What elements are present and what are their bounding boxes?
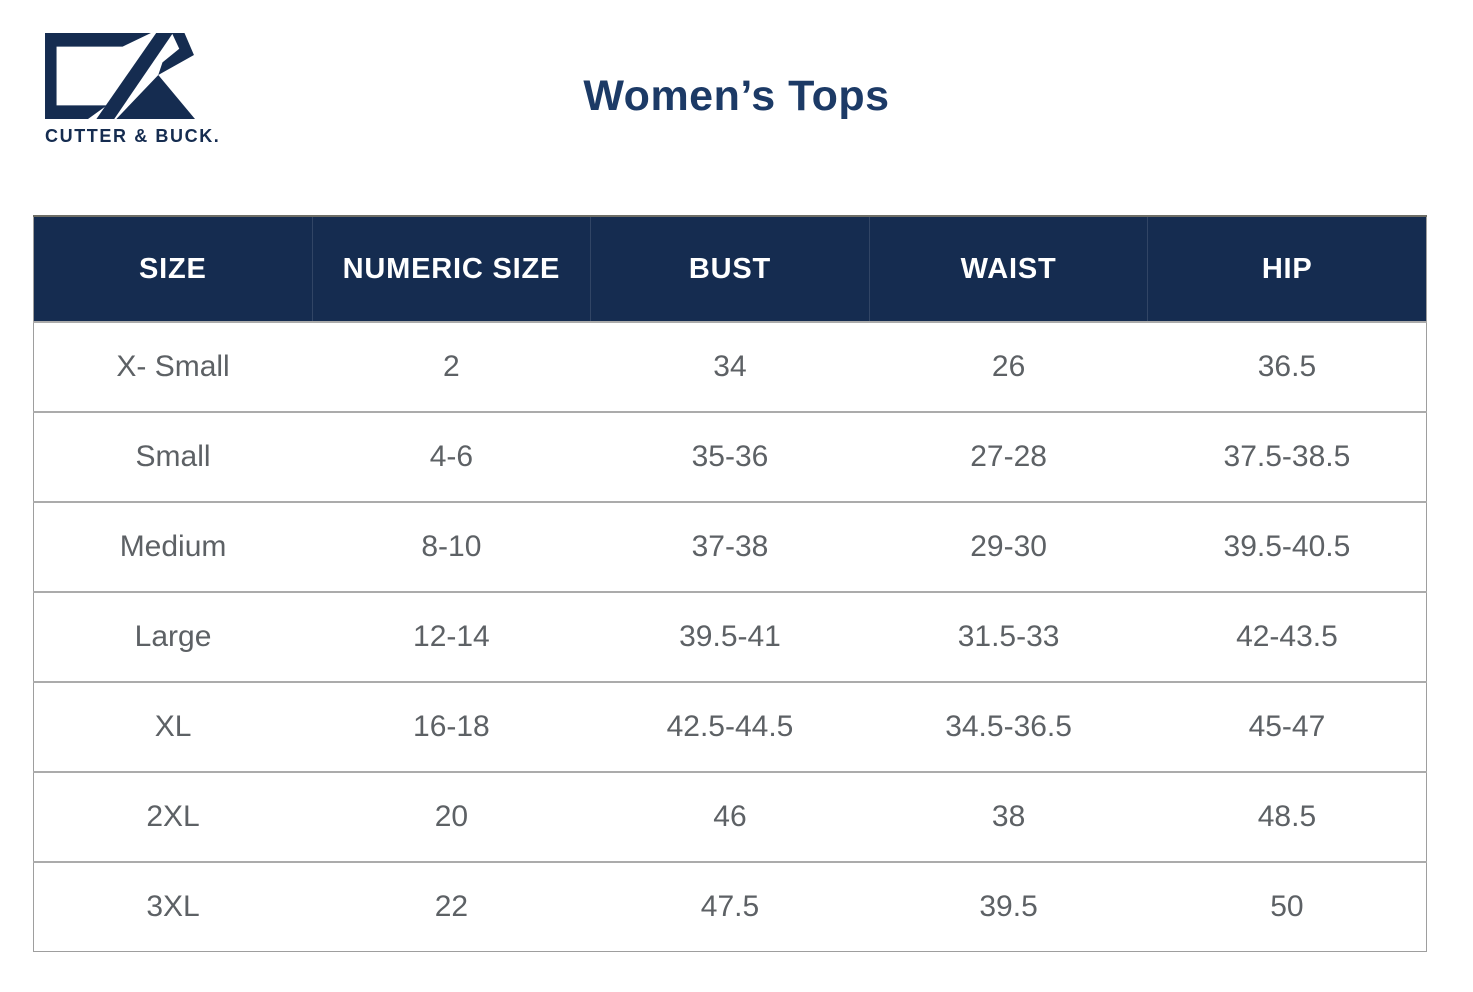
table-cell: Small: [33, 412, 313, 503]
table-cell: 22: [312, 862, 591, 952]
table-cell: 4-6: [312, 412, 591, 503]
table-cell: 37.5-38.5: [1147, 412, 1427, 503]
table-row: XL 16-18 42.5-44.5 34.5-36.5 45-47: [33, 682, 1427, 773]
table-cell: 42-43.5: [1147, 592, 1427, 683]
page-title: Women’s Tops: [583, 72, 890, 120]
table-cell: 20: [312, 772, 591, 863]
table-cell: 38: [869, 772, 1148, 863]
column-header-bust: BUST: [590, 216, 870, 323]
column-header-hip: HIP: [1147, 216, 1427, 323]
table-cell: 8-10: [312, 502, 591, 593]
table-row: X- Small 2 34 26 36.5: [33, 322, 1427, 413]
table-cell: 46: [590, 772, 870, 863]
table-cell: 12-14: [312, 592, 591, 683]
table-cell: 34: [590, 322, 870, 413]
brand-logo: CUTTER & BUCK.: [45, 33, 221, 147]
table-cell: 39.5-41: [590, 592, 870, 683]
table-cell: 36.5: [1147, 322, 1427, 413]
table-cell: Medium: [33, 502, 313, 593]
table-cell: 35-36: [590, 412, 870, 503]
table-cell: 42.5-44.5: [590, 682, 870, 773]
table-cell: 39.5: [869, 862, 1148, 952]
table-row: Small 4-6 35-36 27-28 37.5-38.5: [33, 412, 1427, 503]
table-header-row: SIZE NUMERIC SIZE BUST WAIST HIP: [33, 216, 1427, 323]
size-chart-table: SIZE NUMERIC SIZE BUST WAIST HIP X- Smal…: [33, 215, 1427, 952]
table-cell: 29-30: [869, 502, 1148, 593]
table-cell: 31.5-33: [869, 592, 1148, 683]
table-row: 3XL 22 47.5 39.5 50: [33, 862, 1427, 952]
table-cell: 48.5: [1147, 772, 1427, 863]
table-cell: 45-47: [1147, 682, 1427, 773]
table-cell: 50: [1147, 862, 1427, 952]
column-header-numeric-size: NUMERIC SIZE: [311, 216, 591, 323]
table-cell: 47.5: [590, 862, 870, 952]
table-row: Large 12-14 39.5-41 31.5-33 42-43.5: [33, 592, 1427, 683]
column-header-size: SIZE: [33, 216, 313, 323]
table-cell: 37-38: [590, 502, 870, 593]
table-cell: 34.5-36.5: [869, 682, 1148, 773]
table-cell: XL: [33, 682, 313, 773]
table-row: Medium 8-10 37-38 29-30 39.5-40.5: [33, 502, 1427, 593]
table-cell: 39.5-40.5: [1147, 502, 1427, 593]
table-cell: X- Small: [33, 322, 313, 413]
table-cell: 27-28: [869, 412, 1148, 503]
table-cell: 3XL: [33, 862, 313, 952]
table-cell: 2: [312, 322, 591, 413]
table-cell: 16-18: [312, 682, 591, 773]
column-header-waist: WAIST: [868, 216, 1148, 323]
table-cell: Large: [33, 592, 313, 683]
table-cell: 26: [869, 322, 1148, 413]
cutter-buck-cb-monogram-icon: [45, 33, 195, 119]
brand-wordmark: CUTTER & BUCK.: [45, 126, 221, 146]
table-cell: 2XL: [33, 772, 313, 863]
table-row: 2XL 20 46 38 48.5: [33, 772, 1427, 863]
